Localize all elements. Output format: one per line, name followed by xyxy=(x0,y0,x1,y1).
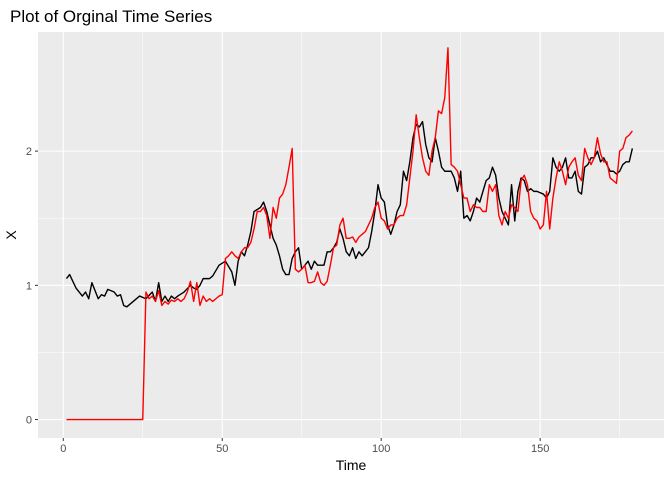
y-tick-label: 1 xyxy=(26,280,32,292)
x-tick-label: 50 xyxy=(216,443,228,455)
y-tick-label: 0 xyxy=(26,415,32,427)
chart-title: Plot of Orginal Time Series xyxy=(10,7,212,26)
series-line-2 xyxy=(66,47,633,421)
x-axis-label: Time xyxy=(336,457,367,473)
y-tick-label: 2 xyxy=(26,146,32,158)
plot-panel xyxy=(38,32,664,438)
minor-gridlines xyxy=(38,32,664,438)
x-tick-label: 150 xyxy=(531,443,549,455)
y-axis-label: X xyxy=(3,230,19,240)
series-layer xyxy=(65,47,634,421)
x-axis: 0 50 100 150 xyxy=(60,438,549,455)
x-tick-label: 100 xyxy=(372,443,390,455)
y-axis: 0 1 2 xyxy=(26,146,38,427)
x-tick-label: 0 xyxy=(60,443,66,455)
